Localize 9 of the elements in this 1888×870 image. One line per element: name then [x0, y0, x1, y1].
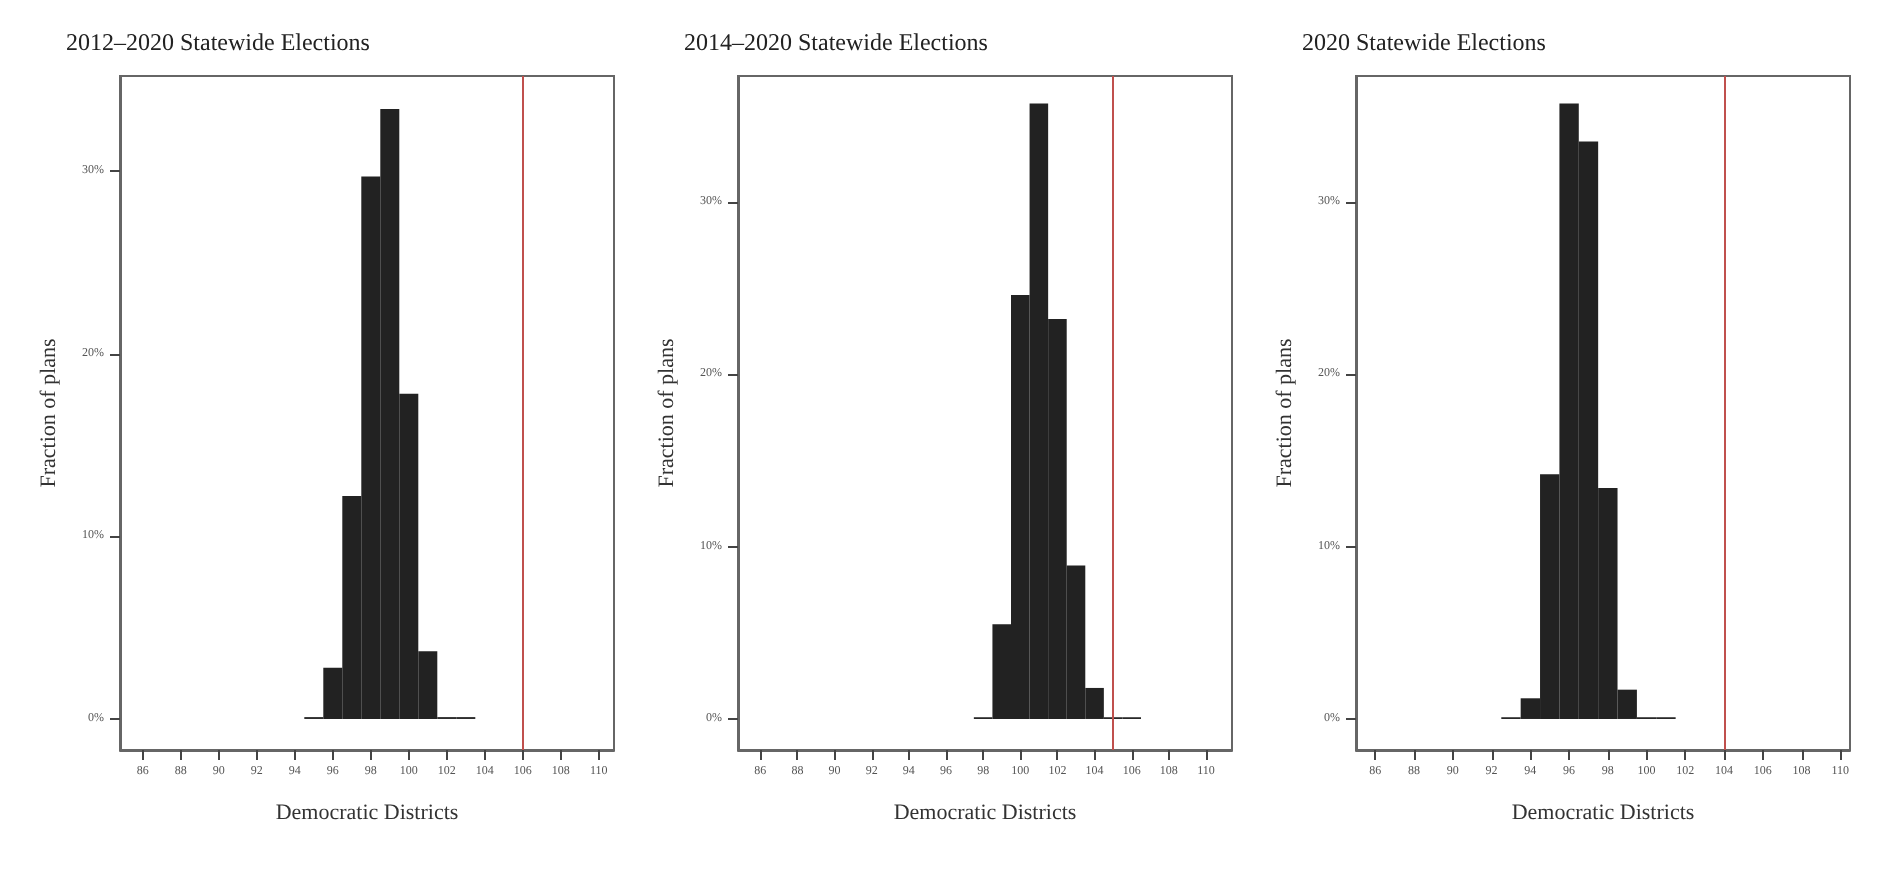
y-axis-title: Fraction of plans: [1273, 338, 1297, 488]
chart-title: 2014–2020 Statewide Elections: [684, 28, 989, 56]
y-axis-title: Fraction of plans: [37, 338, 61, 488]
chart-title: 2012–2020 Statewide Elections: [66, 28, 371, 56]
x-axis-title: Democratic Districts: [275, 801, 459, 825]
x-axis-title: Democratic Districts: [893, 801, 1077, 825]
y-axis-title: Fraction of plans: [655, 338, 679, 488]
chart-title: 2020 Statewide Elections: [1302, 28, 1547, 56]
x-axis-title: Democratic Districts: [1511, 801, 1695, 825]
